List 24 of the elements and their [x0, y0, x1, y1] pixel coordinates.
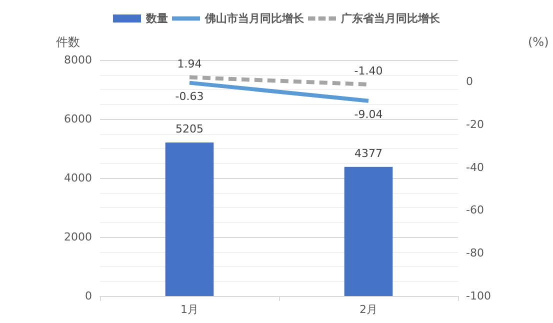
y2-tick-label: -40 [466, 160, 484, 174]
x-tick-label: 1月 [180, 303, 198, 316]
data-label: -0.63 [175, 90, 204, 103]
y-tick-label: 6000 [64, 112, 92, 126]
data-label: 5205 [176, 122, 204, 136]
y2-tick-label: -100 [466, 290, 491, 302]
y-axis-title: 件数 [56, 35, 80, 49]
y-tick-label: 2000 [64, 230, 92, 244]
y2-tick-label: -80 [466, 246, 484, 260]
y-tick-label: 8000 [64, 54, 92, 66]
y2-axis-title: (%) [528, 35, 549, 49]
data-label: -1.40 [354, 64, 383, 78]
y-tick-label: 4000 [64, 172, 92, 184]
legend-label: 数量 [145, 12, 168, 25]
y2-tick-label: 0 [466, 74, 473, 88]
data-label: 1.94 [177, 57, 202, 70]
data-label: 4377 [354, 146, 382, 160]
data-label: -9.04 [354, 108, 383, 121]
y2-tick-label: -20 [466, 118, 484, 131]
y2-tick-label: -60 [466, 204, 484, 217]
legend-label: 广东省当月同比增长 [340, 12, 441, 25]
legend-label: 佛山市当月同比增长 [204, 12, 305, 25]
y-tick-label: 0 [85, 290, 92, 302]
x-tick-label: 2月 [360, 303, 378, 316]
